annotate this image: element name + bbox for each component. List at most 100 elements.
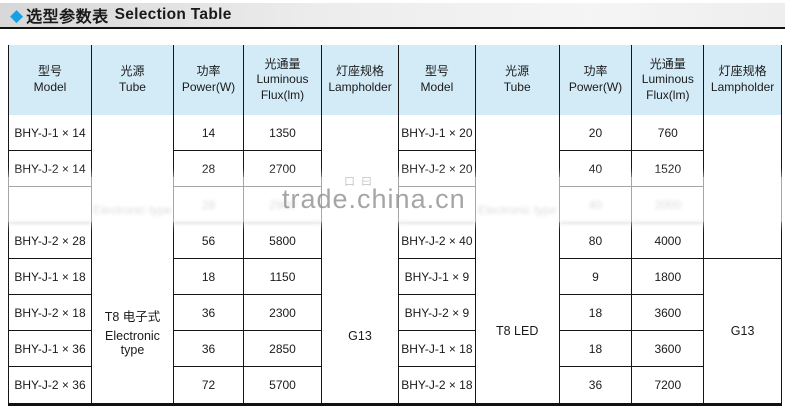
power-cell: 72 (201, 378, 216, 392)
diamond-icon: ◆ (10, 5, 24, 25)
lampholder-cell-group1 (704, 115, 781, 259)
left-table: 型号 Model BHY-J-1 × 14 BHY-J-2 × 14 BHY-J… (9, 45, 398, 403)
right-table: 型号 Model BHY-J-1 × 20 BHY-J-2 × 20 BHY-J… (398, 45, 781, 403)
power-cell: 18 (559, 295, 632, 331)
flux-cell: 5700 (269, 378, 296, 392)
power-cell: 36 (174, 331, 243, 367)
power-cell: 9 (559, 259, 632, 295)
left-flux-column: 光通量 Luminous Flux(lm) 1350 2700 2900 580… (243, 45, 321, 403)
right-header-lampholder: 灯座规格 Lampholder (704, 45, 781, 115)
model-cell: BHY-J-1 × 14 (9, 115, 91, 151)
tube-label-line1: T8 LED (495, 324, 539, 338)
watermark-text: trade.china.cn (282, 184, 466, 214)
header-flux-en1: Luminous (641, 72, 694, 87)
power-cell: 18 (559, 331, 632, 367)
header-power-en: Power(W) (181, 80, 236, 94)
header-lamp-en: Lampholder (328, 80, 392, 94)
flux-cell: 3600 (632, 295, 704, 331)
left-model-column: 型号 Model BHY-J-1 × 14 BHY-J-2 × 14 BHY-J… (9, 45, 91, 403)
tube-label-line1: T8 电子式 (104, 309, 161, 324)
header-tube-en: Tube (119, 80, 146, 94)
flux-cell: 2300 (244, 295, 321, 331)
header-model-zh: 型号 (37, 64, 62, 79)
header-flux-zh: 光通量 (264, 56, 301, 71)
page-title-zh: 选型参数表 (26, 9, 109, 26)
right-model-column: 型号 Model BHY-J-1 × 20 BHY-J-2 × 20 BHY-J… (399, 45, 475, 403)
model-cell: BHY-J-2 × 28 (9, 223, 91, 259)
header-lamp-zh: 灯座规格 (335, 64, 384, 79)
header-model-en: Model (420, 80, 454, 94)
power-cell: 80 (559, 223, 632, 259)
header-model-en: Model (33, 80, 67, 94)
left-lampholder-column: 灯座规格 Lampholder G13 (321, 45, 398, 403)
header-power-zh: 功率 (196, 64, 221, 79)
right-tube-column: 光源 Tube Electronic type T8 LED (474, 45, 559, 403)
power-cell: 14 (174, 115, 243, 151)
model-cell: BHY-J-1 × 9 (399, 259, 475, 295)
flux-cell: 4000 (632, 223, 704, 259)
header-model-zh: 型号 (424, 64, 449, 79)
tube-cell-group2: T8 电子式 Electronic type (92, 259, 173, 403)
left-power-column: 功率 Power(W) 14 28 28 56 18 36 36 72 (173, 45, 243, 403)
power-cell: 20 (559, 115, 632, 151)
header-flux-en2: Flux(lm) (646, 87, 690, 102)
model-cell-obscured (9, 187, 91, 223)
lampholder-value: G13 (348, 329, 372, 343)
header-flux-en2: Flux(lm) (260, 87, 305, 102)
header-flux-zh: 光通量 (649, 56, 686, 71)
section-title-bar: ◆ 选型参数表 Selection Table (0, 3, 785, 29)
header-tube-zh: 光源 (120, 64, 145, 79)
power-cell: 36 (588, 378, 603, 392)
power-cell: 36 (174, 295, 243, 331)
watermark-band (0, 177, 785, 222)
flux-cell: 5800 (244, 223, 321, 259)
model-cell: BHY-J-1 × 36 (9, 331, 91, 367)
power-cell: 18 (174, 259, 243, 295)
flux-cell: 1800 (632, 259, 704, 295)
right-header-model: 型号 Model (399, 45, 475, 115)
model-cell: BHY-J-2 × 18 (9, 295, 91, 331)
model-cell: BHY-J-1 × 20 (399, 115, 475, 151)
selection-table: 型号 Model BHY-J-1 × 14 BHY-J-2 × 14 BHY-J… (8, 45, 782, 406)
model-cell: BHY-J-2 × 9 (399, 295, 475, 331)
flux-cell: 1150 (244, 259, 321, 295)
right-header-tube: 光源 Tube (475, 45, 559, 115)
flux-cell: 1350 (244, 115, 321, 151)
right-header-flux: 光通量 Luminous Flux(lm) (632, 45, 704, 115)
watermark-marks: 口曰 (344, 176, 378, 188)
right-header-power: 功率 Power(W) (559, 45, 632, 115)
power-cell: 56 (174, 223, 243, 259)
left-header-model: 型号 Model (9, 45, 91, 115)
right-lampholder-column: 灯座规格 Lampholder G13 (703, 45, 781, 403)
flux-cell: 3600 (632, 331, 704, 367)
flux-cell: 2850 (244, 331, 321, 367)
left-tube-column: 光源 Tube Electronic type T8 电子式 Electroni… (91, 45, 173, 403)
model-cell: BHY-J-2 × 40 (399, 223, 475, 259)
flux-cell: 7200 (654, 378, 682, 392)
tube-label-line2: Electronic type (105, 328, 160, 357)
lampholder-cell: G13 (322, 115, 398, 403)
left-header-flux: 光通量 Luminous Flux(lm) (244, 45, 321, 115)
lampholder-value: G13 (730, 324, 755, 338)
header-power-zh: 功率 (583, 64, 608, 79)
left-header-lampholder: 灯座规格 Lampholder (322, 45, 398, 115)
model-cell-obscured (399, 187, 475, 223)
model-cell: BHY-J-2 × 36 (14, 378, 86, 392)
model-cell: BHY-J-1 × 18 (399, 331, 475, 367)
header-power-en: Power(W) (568, 80, 623, 94)
left-header-tube: 光源 Tube (92, 45, 173, 115)
lampholder-cell-group2: G13 (704, 259, 781, 403)
tube-cell-group2: T8 LED (476, 259, 559, 403)
right-flux-column: 光通量 Luminous Flux(lm) 760 1520 2000 4000… (631, 45, 704, 403)
header-tube-en: Tube (503, 80, 531, 94)
header-flux-en1: Luminous (256, 72, 309, 87)
right-power-column: 功率 Power(W) 20 40 40 80 9 18 18 36 (558, 45, 632, 403)
page-title-en: Selection Table (114, 6, 232, 23)
header-tube-zh: 光源 (505, 64, 530, 79)
left-header-power: 功率 Power(W) (174, 45, 243, 115)
header-lamp-zh: 灯座规格 (718, 64, 767, 79)
model-cell: BHY-J-1 × 18 (9, 259, 91, 295)
header-lamp-en: Lampholder (710, 80, 775, 94)
flux-cell: 760 (632, 115, 704, 151)
